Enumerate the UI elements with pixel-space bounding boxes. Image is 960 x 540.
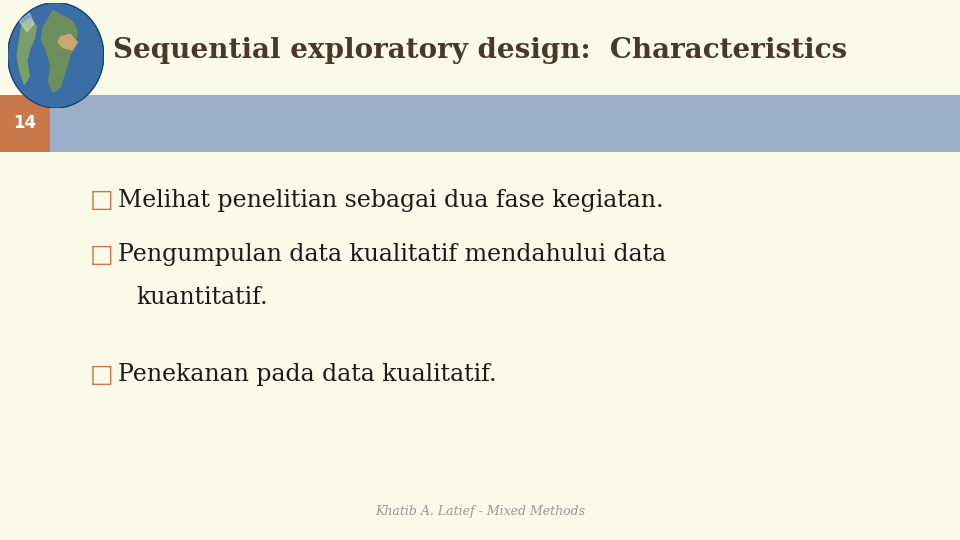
Text: □: □ — [90, 188, 113, 212]
Polygon shape — [8, 3, 104, 108]
FancyBboxPatch shape — [0, 95, 960, 152]
Text: Sequential exploratory design:  Characteristics: Sequential exploratory design: Character… — [113, 37, 847, 64]
Text: Penekanan pada data kualitatif.: Penekanan pada data kualitatif. — [118, 363, 496, 387]
Text: kuantitatif.: kuantitatif. — [136, 286, 268, 308]
Polygon shape — [41, 11, 77, 92]
Text: Pengumpulan data kualitatif mendahului data: Pengumpulan data kualitatif mendahului d… — [118, 244, 666, 267]
Polygon shape — [19, 13, 35, 32]
Text: □: □ — [90, 363, 113, 387]
Polygon shape — [58, 34, 77, 50]
Text: Melihat penelitian sebagai dua fase kegiatan.: Melihat penelitian sebagai dua fase kegi… — [118, 188, 663, 212]
Text: 14: 14 — [13, 114, 36, 132]
FancyBboxPatch shape — [0, 95, 50, 152]
Text: Khatib A. Latief - Mixed Methods: Khatib A. Latief - Mixed Methods — [375, 505, 585, 518]
Text: □: □ — [90, 244, 113, 267]
Polygon shape — [17, 18, 36, 84]
